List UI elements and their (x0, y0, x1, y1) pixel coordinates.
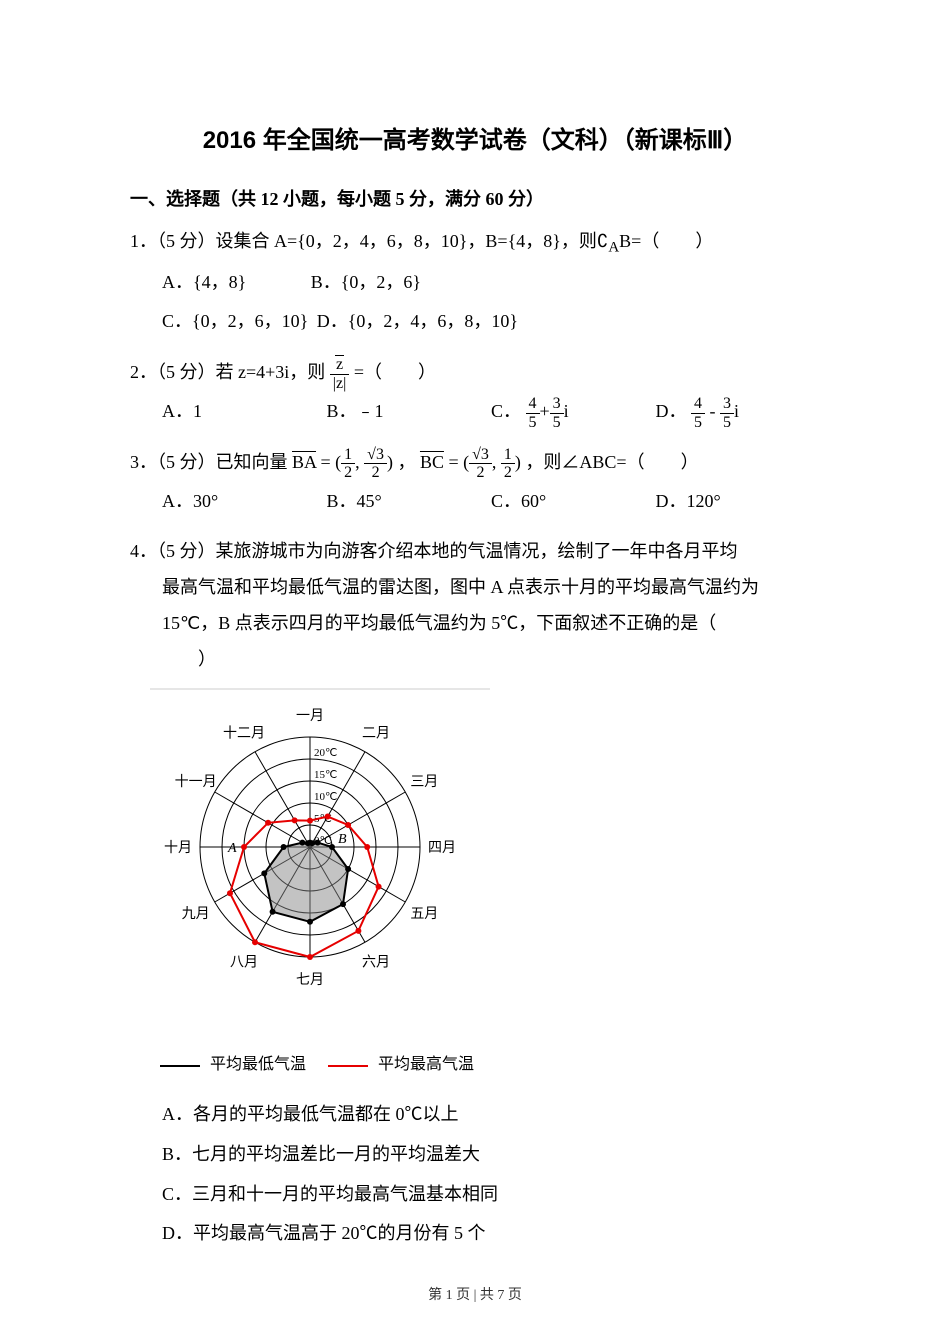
q1-opt-b: B．{0，2，6} (311, 272, 421, 292)
svg-text:二月: 二月 (362, 726, 390, 742)
svg-text:一月: 一月 (296, 708, 324, 724)
svg-text:五月: 五月 (410, 906, 438, 922)
question-3: 3．（5 分）已知向量 BA = (12, √32) ， BC = (√32, … (130, 444, 820, 522)
q3-opt-c: C．60° (491, 482, 656, 522)
legend-high-label: 平均最高气温 (378, 1056, 474, 1073)
q1-options: A．{4，8} B．{0，2，6} C．{0，2，6，10} D．{0，2，4，… (130, 263, 820, 342)
q3-stem: 3．（5 分）已知向量 BA = (12, √32) ， BC = (√32, … (130, 452, 699, 472)
radar-chart: 一月二月三月四月五月六月七月八月九月十月十一月十二月0℃5℃10℃15℃20℃A… (150, 687, 820, 1039)
q3-opt-b: B．45° (327, 482, 492, 522)
q4-options: A．各月的平均最低气温都在 0℃以上 B．七月的平均温差比一月的平均温差大 C．… (130, 1095, 820, 1253)
q2-opt-c: C． 45+35i (491, 392, 656, 432)
q2-c-prefix: C． (491, 401, 521, 421)
q2-options: A．1 B．﹣1 C． 45+35i D． 45 - 35i (130, 392, 820, 432)
q3-vec-ba: BA (292, 452, 316, 472)
q1-stem-prefix: 1．（5 分）设集合 A={0，2，4，6，8，10}，B={4，8}，则∁ (130, 231, 608, 251)
q2-opt-b: B．﹣1 (327, 392, 492, 432)
q2-frac: z |z| (330, 355, 350, 392)
q4-stem: 4．（5 分）某旅游城市为向游客介绍本地的气温情况，绘制了一年中各月平均 (130, 533, 820, 569)
q4-opt-c: C．三月和十一月的平均最高气温基本相同 (162, 1175, 820, 1215)
svg-text:四月: 四月 (428, 840, 456, 856)
svg-text:十一月: 十一月 (175, 774, 217, 790)
legend-low-label: 平均最低气温 (210, 1056, 306, 1073)
q2-opt-a: A．1 (162, 392, 327, 432)
q3-stem-prefix: 3．（5 分）已知向量 (130, 452, 292, 472)
radar-svg: 一月二月三月四月五月六月七月八月九月十月十一月十二月0℃5℃10℃15℃20℃A… (150, 687, 490, 1027)
svg-text:A: A (227, 841, 237, 856)
q2-frac-num: z (335, 355, 344, 374)
q2-stem: 2．（5 分）若 z=4+3i，则 z |z| =（ ） (130, 362, 436, 382)
svg-text:十二月: 十二月 (223, 726, 265, 742)
q1-stem-suffix: B=（ ） (619, 231, 713, 251)
q2-frac-den: |z| (330, 375, 350, 393)
svg-text:七月: 七月 (296, 972, 324, 988)
q4-opt-a: A．各月的平均最低气温都在 0℃以上 (162, 1095, 820, 1135)
svg-text:三月: 三月 (410, 774, 438, 790)
q3-stem-suffix: ，则∠ABC=（ ） (525, 452, 698, 472)
q2-stem-suffix: =（ ） (354, 362, 436, 382)
svg-text:十月: 十月 (164, 840, 192, 856)
svg-text:八月: 八月 (230, 955, 258, 971)
section-header: 一、选择题（共 12 小题，每小题 5 分，满分 60 分） (130, 185, 820, 211)
page-footer: 第 1 页 | 共 7 页 (0, 1284, 950, 1304)
legend-high-line (328, 1065, 368, 1067)
q3-opt-a: A．30° (162, 482, 327, 522)
q4-body2: 15℃，B 点表示四月的平均最低气温约为 5℃，下面叙述不正确的是（ (162, 605, 820, 641)
q2-stem-prefix: 2．（5 分）若 z=4+3i，则 (130, 362, 325, 382)
q4-opt-b: B．七月的平均温差比一月的平均温差大 (162, 1135, 820, 1175)
q2-d-prefix: D． (656, 401, 687, 421)
q3-vec-bc: BC (420, 452, 444, 472)
svg-text:15℃: 15℃ (314, 769, 337, 781)
svg-text:六月: 六月 (362, 955, 390, 971)
q4-body3: ） (162, 641, 820, 677)
q4-opt-d: D．平均最高气温高于 20℃的月份有 5 个 (162, 1214, 820, 1254)
q1-opt-d: D．{0，2，4，6，8，10} (317, 311, 518, 331)
question-1: 1．（5 分）设集合 A={0，2，4，6，8，10}，B={4，8}，则∁AB… (130, 223, 820, 342)
q3-opt-d: D．120° (656, 482, 821, 522)
q1-stem: 1．（5 分）设集合 A={0，2，4，6，8，10}，B={4，8}，则∁AB… (130, 231, 713, 251)
question-4: 4．（5 分）某旅游城市为向游客介绍本地的气温情况，绘制了一年中各月平均 最高气… (130, 533, 820, 1253)
q1-opt-c: C．{0，2，6，10} (162, 311, 308, 331)
legend-low-line (160, 1065, 200, 1067)
q1-sub: A (608, 240, 619, 256)
svg-text:B: B (338, 832, 347, 847)
svg-text:20℃: 20℃ (314, 747, 337, 759)
q1-opt-a: A．{4，8} (162, 272, 246, 292)
question-2: 2．（5 分）若 z=4+3i，则 z |z| =（ ） A．1 B．﹣1 C．… (130, 354, 820, 432)
radar-legend: 平均最低气温 平均最高气温 (160, 1049, 820, 1081)
page-title: 2016 年全国统一高考数学试卷（文科）（新课标Ⅲ） (130, 120, 820, 155)
q4-body1: 最高气温和平均最低气温的雷达图，图中 A 点表示十月的平均最高气温约为 (162, 569, 820, 605)
q3-options: A．30° B．45° C．60° D．120° (130, 482, 820, 522)
svg-text:九月: 九月 (182, 906, 210, 922)
q2-opt-d: D． 45 - 35i (656, 392, 821, 432)
svg-text:10℃: 10℃ (314, 791, 337, 803)
